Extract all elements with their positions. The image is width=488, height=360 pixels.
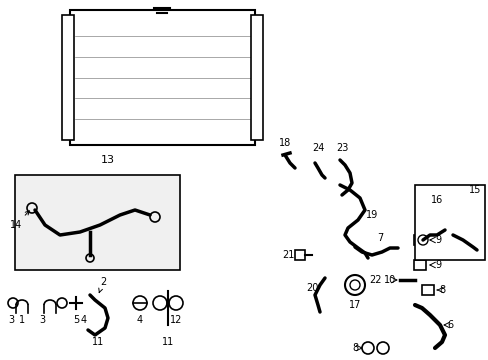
Text: 18: 18 [278,138,290,148]
Bar [70,10,254,145]
Text: 16: 16 [430,195,442,205]
Text: 7: 7 [376,233,382,243]
Text: 8: 8 [438,285,444,295]
Bar [413,235,425,245]
Text: 13: 13 [101,155,115,165]
Text: 19: 19 [365,210,377,220]
Text: 1: 1 [19,315,25,325]
Text: 9: 9 [434,260,440,270]
Text: 8: 8 [351,343,357,353]
Text: 9: 9 [434,235,440,245]
Bar [421,285,433,295]
Bar [250,15,263,140]
Text: 15: 15 [468,185,480,195]
Text: 4: 4 [137,315,143,325]
Bar [294,250,305,260]
Text: 3: 3 [8,315,14,325]
Text: 22: 22 [368,275,381,285]
Text: 20: 20 [305,283,318,293]
Text: 14: 14 [10,211,29,230]
Text: 2: 2 [99,277,106,293]
Text: 17: 17 [348,300,361,310]
Text: 5: 5 [73,315,79,325]
Bar [413,260,425,270]
Text: 23: 23 [335,143,347,153]
Text: 21: 21 [281,250,294,260]
Text: 4: 4 [81,315,87,325]
Text: 24: 24 [311,143,324,153]
Text: 12: 12 [169,315,182,325]
Text: 11: 11 [162,337,174,347]
Bar [414,185,484,260]
Text: 10: 10 [383,275,395,285]
Bar [15,175,180,270]
Bar [62,15,74,140]
Text: 3: 3 [39,315,45,325]
Text: 11: 11 [92,337,104,347]
Text: 6: 6 [446,320,452,330]
